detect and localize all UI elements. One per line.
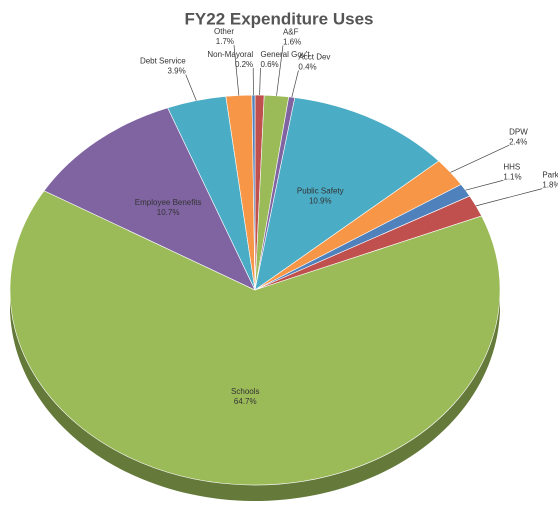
leader-line <box>450 144 510 173</box>
slice-label: Debt Service <box>140 57 186 66</box>
slice <box>9 190 501 486</box>
slice-value: 0.2% <box>235 60 253 69</box>
slice-label: General Gov't <box>260 50 310 59</box>
slice-value: 3.9% <box>168 67 186 76</box>
slice-value: 10.7% <box>157 208 180 217</box>
slice-value: 10.9% <box>309 196 332 205</box>
leader-line <box>185 74 197 101</box>
slice-label: A&F <box>283 28 299 37</box>
slice <box>254 97 440 291</box>
slice-label: Other <box>214 27 234 36</box>
slice-label: Acct Dev <box>298 53 330 62</box>
slice <box>43 107 256 291</box>
leader-line <box>259 67 261 96</box>
slice-value: 64.7% <box>234 397 257 406</box>
slice-label: DPW <box>509 127 528 136</box>
slice-value: 1.7% <box>216 37 234 46</box>
leader-line <box>465 179 504 191</box>
leader-line <box>276 45 284 96</box>
slice-value: 1.6% <box>283 38 301 47</box>
slice-label: Schools <box>231 387 259 396</box>
slice-label: Employee Benefits <box>135 198 202 207</box>
slice-value: 0.4% <box>298 63 316 72</box>
slice-label: HHS <box>503 162 520 171</box>
slice-value: 1.1% <box>503 172 521 181</box>
chart-title: FY22 Expenditure Uses <box>185 9 374 28</box>
slice-label: Non-Mayoral <box>207 50 253 59</box>
slice-label: Public Safety <box>297 186 344 195</box>
leader-line <box>291 70 299 98</box>
slice-value: 0.6% <box>260 60 278 69</box>
slice-value: 1.8% <box>542 181 558 190</box>
leader-line <box>475 188 543 207</box>
leader-line <box>233 45 240 96</box>
slice-value: 2.4% <box>509 137 527 146</box>
slice-label: Parks & Facilities <box>542 171 558 180</box>
